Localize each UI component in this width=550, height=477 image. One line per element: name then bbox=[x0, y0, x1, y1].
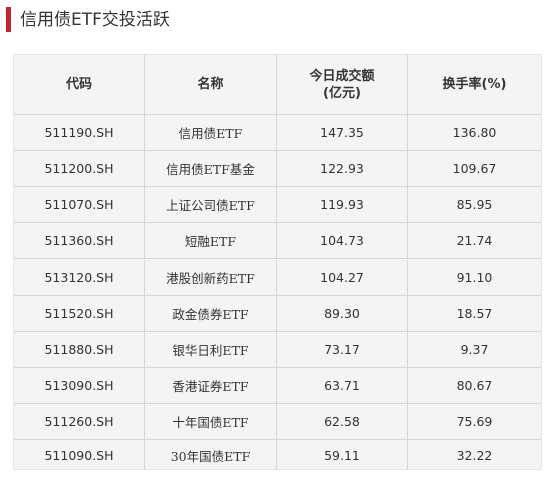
table-row: 511880.SH 银华日利ETF 73.17 9.37 bbox=[14, 332, 541, 368]
cell-code: 511190.SH bbox=[14, 115, 145, 150]
cell-turnover-rate: 75.69 bbox=[456, 414, 493, 429]
cell-name: 信用债ETF bbox=[145, 115, 277, 150]
cell-turnover-rate: 91.10 bbox=[456, 270, 493, 285]
header-turnover-rate: 换手率(%) bbox=[442, 77, 507, 92]
header-turnover-amount: 今日成交额 (亿元) bbox=[277, 55, 408, 114]
cell-turnover-amount: 62.58 bbox=[277, 404, 408, 439]
table-row: 511190.SH 信用债ETF 147.35 136.80 bbox=[14, 115, 541, 151]
cell-turnover-rate: 85.95 bbox=[456, 197, 493, 212]
etf-table: 代码 名称 今日成交额 (亿元) 换手率(%) 511190.SH 信用债ETF 1… bbox=[13, 54, 542, 470]
cell-code: 511090.SH bbox=[14, 440, 145, 470]
cell-turnover-rate: 80.67 bbox=[456, 378, 493, 393]
cell-turnover-rate: 21.74 bbox=[456, 233, 493, 248]
table-row: 511260.SH 十年国债ETF 62.58 75.69 bbox=[14, 404, 541, 440]
cell-code: 513120.SH bbox=[14, 260, 145, 295]
cell-turnover-amount: 122.93 bbox=[277, 151, 408, 186]
cell-turnover-rate: 136.80 bbox=[452, 125, 497, 140]
table-row: 511360.SH 短融ETF 104.73 21.74 bbox=[14, 223, 541, 259]
header-turnover-amount-line1: 今日成交额 bbox=[309, 68, 375, 84]
header-code: 代码 bbox=[14, 55, 145, 114]
cell-name: 银华日利ETF bbox=[145, 332, 277, 367]
cell-turnover-amount: 73.17 bbox=[277, 332, 408, 367]
cell-name: 政金债券ETF bbox=[145, 296, 277, 331]
header-turnover-amount-line2: (亿元) bbox=[323, 85, 361, 101]
cell-turnover-rate: 9.37 bbox=[460, 342, 489, 357]
table-header-row: 代码 名称 今日成交额 (亿元) 换手率(%) bbox=[14, 55, 541, 115]
cell-code: 511880.SH bbox=[14, 332, 145, 367]
cell-code: 511200.SH bbox=[14, 151, 145, 186]
table-row: 513120.SH 港股创新药ETF 104.27 91.10 bbox=[14, 260, 541, 296]
cell-code: 513090.SH bbox=[14, 368, 145, 403]
cell-turnover-amount: 119.93 bbox=[277, 187, 408, 222]
cell-turnover-amount: 59.11 bbox=[277, 440, 408, 470]
cell-turnover-amount: 89.30 bbox=[277, 296, 408, 331]
cell-name: 港股创新药ETF bbox=[145, 260, 277, 295]
cell-name: 十年国债ETF bbox=[145, 404, 277, 439]
cell-name: 信用债ETF基金 bbox=[145, 151, 277, 186]
cell-turnover-rate: 18.57 bbox=[456, 306, 493, 321]
title-accent-bar bbox=[6, 7, 11, 32]
table-row: 511090.SH 30年国债ETF 59.11 32.22 bbox=[14, 440, 541, 470]
cell-code: 511520.SH bbox=[14, 296, 145, 331]
cell-turnover-amount: 104.73 bbox=[277, 223, 408, 258]
title-bar: 信用债ETF交投活跃 bbox=[0, 0, 550, 42]
page-title: 信用债ETF交投活跃 bbox=[20, 10, 170, 30]
table-row: 513090.SH 香港证券ETF 63.71 80.67 bbox=[14, 368, 541, 404]
cell-turnover-amount: 104.27 bbox=[277, 260, 408, 295]
cell-code: 511360.SH bbox=[14, 223, 145, 258]
cell-code: 511260.SH bbox=[14, 404, 145, 439]
table-row: 511200.SH 信用债ETF基金 122.93 109.67 bbox=[14, 151, 541, 187]
table-row: 511070.SH 上证公司债ETF 119.93 85.95 bbox=[14, 187, 541, 223]
cell-code: 511070.SH bbox=[14, 187, 145, 222]
cell-turnover-amount: 63.71 bbox=[277, 368, 408, 403]
cell-name: 香港证券ETF bbox=[145, 368, 277, 403]
cell-name: 30年国债ETF bbox=[145, 440, 277, 470]
header-name: 名称 bbox=[145, 55, 277, 114]
cell-turnover-rate: 109.67 bbox=[452, 161, 497, 176]
table-row: 511520.SH 政金债券ETF 89.30 18.57 bbox=[14, 296, 541, 332]
cell-turnover-rate: 32.22 bbox=[456, 447, 493, 463]
cell-name: 短融ETF bbox=[145, 223, 277, 258]
cell-turnover-amount: 147.35 bbox=[277, 115, 408, 150]
cell-name: 上证公司债ETF bbox=[145, 187, 277, 222]
